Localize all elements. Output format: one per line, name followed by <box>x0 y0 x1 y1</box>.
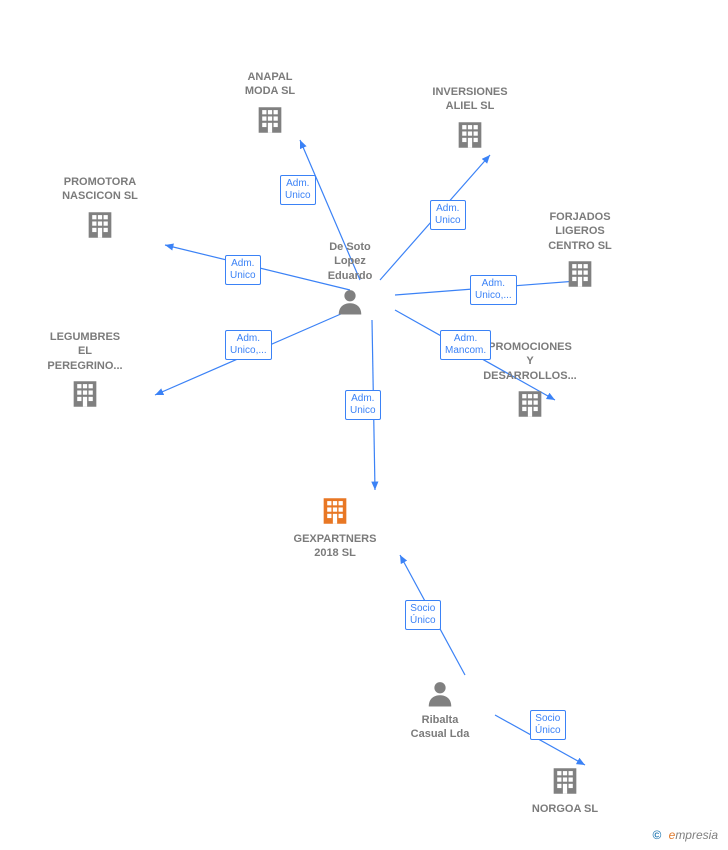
node-label: INVERSIONESALIEL SL <box>415 85 525 114</box>
edge-label: SocioÚnico <box>530 710 566 740</box>
node-label: RibaltaCasual Lda <box>390 713 490 742</box>
node-norgoa[interactable]: NORGOA SL <box>515 760 615 816</box>
edge-label: Adm.Unico <box>430 200 466 230</box>
node-label: ANAPALMODA SL <box>225 70 315 99</box>
node-inversiones[interactable]: INVERSIONESALIEL SL <box>415 85 525 152</box>
building-icon <box>68 377 102 411</box>
node-anapal[interactable]: ANAPALMODA SL <box>225 70 315 137</box>
person-icon <box>425 679 455 709</box>
edge-label: Adm.Unico,... <box>225 330 272 360</box>
edge-label: Adm.Unico <box>225 255 261 285</box>
node-label: NORGOA SL <box>515 802 615 816</box>
node-legumbres[interactable]: LEGUMBRESELPEREGRINO... <box>30 330 140 411</box>
edges-layer <box>0 0 728 850</box>
edge-label: Adm.Unico <box>345 390 381 420</box>
building-icon <box>253 103 287 137</box>
node-label: De SotoLopezEduardo <box>305 240 395 283</box>
node-gexpartners[interactable]: GEXPARTNERS2018 SL <box>275 490 395 561</box>
edge-label: Adm.Unico <box>280 175 316 205</box>
node-label: LEGUMBRESELPEREGRINO... <box>30 330 140 373</box>
footer-copyright: © empresia <box>652 828 718 842</box>
edge-label: Adm.Unico,... <box>470 275 517 305</box>
building-icon <box>318 494 352 528</box>
building-icon <box>563 257 597 291</box>
building-icon <box>513 387 547 421</box>
node-center_person[interactable]: De SotoLopezEduardo <box>305 240 395 317</box>
node-label: PROMOTORANASCICON SL <box>45 175 155 204</box>
node-promotora[interactable]: PROMOTORANASCICON SL <box>45 175 155 242</box>
node-label: GEXPARTNERS2018 SL <box>275 532 395 561</box>
brand-text: mpresia <box>675 828 718 842</box>
copyright-symbol: © <box>652 828 661 842</box>
node-label: FORJADOSLIGEROSCENTRO SL <box>530 210 630 253</box>
building-icon <box>83 208 117 242</box>
building-icon <box>453 118 487 152</box>
edge-label: SocioÚnico <box>405 600 441 630</box>
building-icon <box>548 764 582 798</box>
node-forjados[interactable]: FORJADOSLIGEROSCENTRO SL <box>530 210 630 291</box>
node-ribalta[interactable]: RibaltaCasual Lda <box>390 675 490 742</box>
person-icon <box>335 287 365 317</box>
edge-label: Adm.Mancom. <box>440 330 491 360</box>
